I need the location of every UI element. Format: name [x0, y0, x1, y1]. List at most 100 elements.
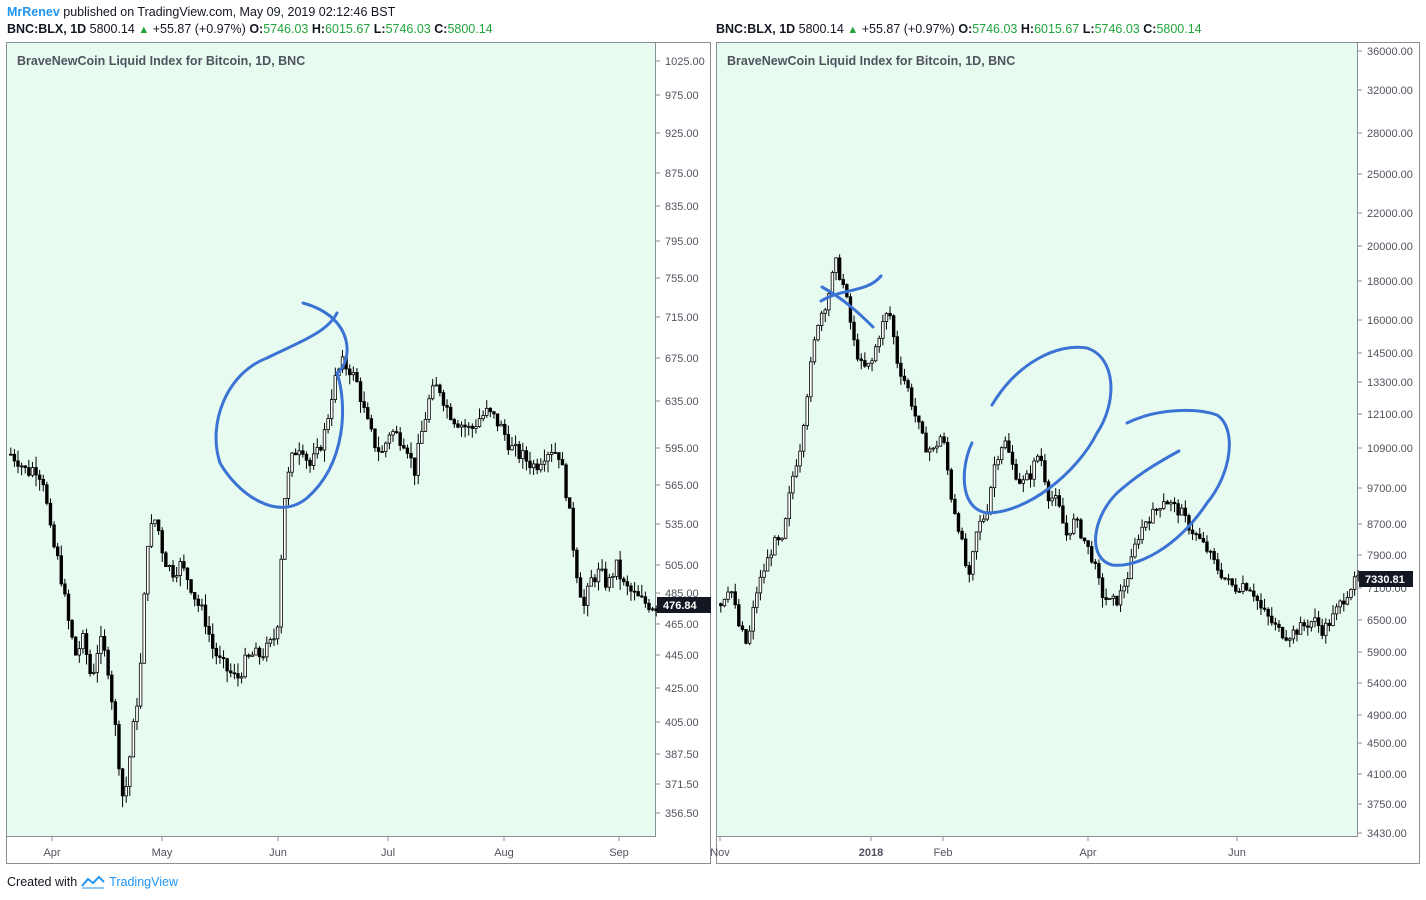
candle-body — [812, 339, 817, 363]
candle-body — [376, 447, 381, 452]
candle-body — [632, 590, 637, 593]
candle-body — [434, 384, 438, 387]
candle-body — [906, 380, 910, 389]
candle-body — [239, 676, 244, 679]
legend-low-label: L: — [373, 22, 386, 36]
y-tick-label: 405.00 — [665, 717, 699, 729]
candle-body — [16, 460, 20, 467]
candle-body — [834, 257, 838, 273]
publication-info: published on TradingView.com, May 09, 20… — [63, 5, 396, 19]
candle-body — [564, 464, 568, 499]
candle-body — [1068, 532, 1072, 536]
candle-body — [1302, 622, 1306, 627]
candle-body — [841, 279, 845, 286]
candle-body — [575, 549, 579, 579]
candle-body — [945, 442, 950, 471]
candle-body — [816, 325, 820, 341]
candle-body — [1273, 622, 1278, 625]
chart-panel-left[interactable]: 1025.00 975.00 925.00 875.00 835.00 795.00 755… — [6, 42, 711, 864]
candle-body — [1342, 600, 1346, 605]
candle-body — [438, 384, 442, 394]
candle-body — [84, 633, 89, 655]
y-tick-label: 465.00 — [665, 619, 699, 631]
candle-body — [221, 657, 226, 660]
candle-body — [1194, 533, 1198, 536]
candle-body — [1007, 440, 1011, 453]
candle-body — [1205, 541, 1209, 552]
candle-body — [1226, 578, 1231, 581]
candle-body — [405, 447, 410, 454]
candle-body — [737, 604, 741, 627]
candle-body — [593, 577, 597, 583]
candle-body — [913, 405, 917, 417]
candle-body — [380, 451, 384, 453]
y-tick-label: 7900.00 — [1367, 550, 1407, 562]
candle-body — [510, 445, 514, 451]
candle-body — [283, 498, 287, 560]
candle-body — [755, 592, 759, 608]
candle-body — [1151, 508, 1155, 524]
author-link[interactable]: MrRenev — [7, 5, 60, 19]
tradingview-link[interactable]: TradingView — [109, 875, 178, 889]
y-tick-label: 371.50 — [665, 779, 699, 791]
legend-low: 5746.03 — [1094, 22, 1140, 36]
y-tick-label: 1025.00 — [665, 56, 705, 68]
annotation-circle-jun — [214, 301, 349, 509]
candle-body — [412, 457, 417, 476]
y-tick-label: 10900.00 — [1367, 443, 1413, 455]
candle-body — [1050, 497, 1054, 502]
candle-body — [1021, 479, 1025, 484]
candle-body — [989, 487, 993, 513]
candle-body — [1035, 455, 1040, 462]
candle-body — [1331, 613, 1335, 627]
candle-body — [1136, 539, 1141, 545]
candle-body — [607, 577, 612, 588]
candle-body — [794, 465, 799, 477]
candle-body — [261, 656, 265, 659]
y-tick-label: 32000.00 — [1367, 85, 1413, 97]
candle-body — [1252, 590, 1256, 597]
candle-body — [1284, 637, 1288, 641]
y-tick-label: 755.00 — [665, 273, 699, 285]
candle-body — [1223, 577, 1227, 580]
candle-body — [1280, 627, 1285, 639]
candle-body — [27, 467, 31, 476]
candle-body — [992, 464, 997, 489]
candle-body — [938, 436, 943, 447]
candle-body — [1180, 507, 1184, 516]
candle-body — [1306, 625, 1310, 628]
candle-body — [326, 418, 330, 431]
x-tick-label: Aug — [494, 847, 514, 859]
chart-panel-right[interactable]: 36000.00 32000.00 28000.00 25000.00 22000.00… — [710, 42, 1420, 864]
y-tick-label: 20000.00 — [1367, 241, 1413, 253]
y-tick-label: 5400.00 — [1367, 678, 1407, 690]
candle-body — [279, 558, 283, 628]
candle-body — [960, 530, 964, 540]
candle-body — [935, 445, 939, 449]
candle-body — [1277, 623, 1281, 628]
candle-body — [852, 321, 856, 341]
candle-body — [488, 407, 493, 413]
candle-body — [1349, 589, 1353, 598]
plot-area-right[interactable] — [717, 43, 1358, 837]
candle-body — [427, 398, 431, 420]
y-tick-label: 875.00 — [665, 168, 699, 180]
candle-body — [384, 442, 388, 452]
candle-body — [452, 419, 456, 425]
y-tick-label: 28000.00 — [1367, 128, 1413, 140]
candle-body — [927, 448, 932, 453]
candle-body — [611, 576, 615, 578]
candle-body — [1108, 597, 1112, 600]
candle-body — [113, 701, 118, 725]
candle-body — [257, 647, 262, 658]
y-tick-label: 4100.00 — [1367, 769, 1407, 781]
candle-body — [963, 538, 968, 566]
x-tick-label: May — [152, 847, 173, 859]
y-tick-label: 4500.00 — [1367, 738, 1407, 750]
candle-body — [12, 453, 17, 462]
last-price-label: 7330.81 — [1365, 574, 1405, 586]
candle-body — [243, 654, 247, 678]
candle-body — [596, 568, 601, 583]
candle-body — [77, 648, 82, 656]
candle-body — [232, 672, 237, 675]
